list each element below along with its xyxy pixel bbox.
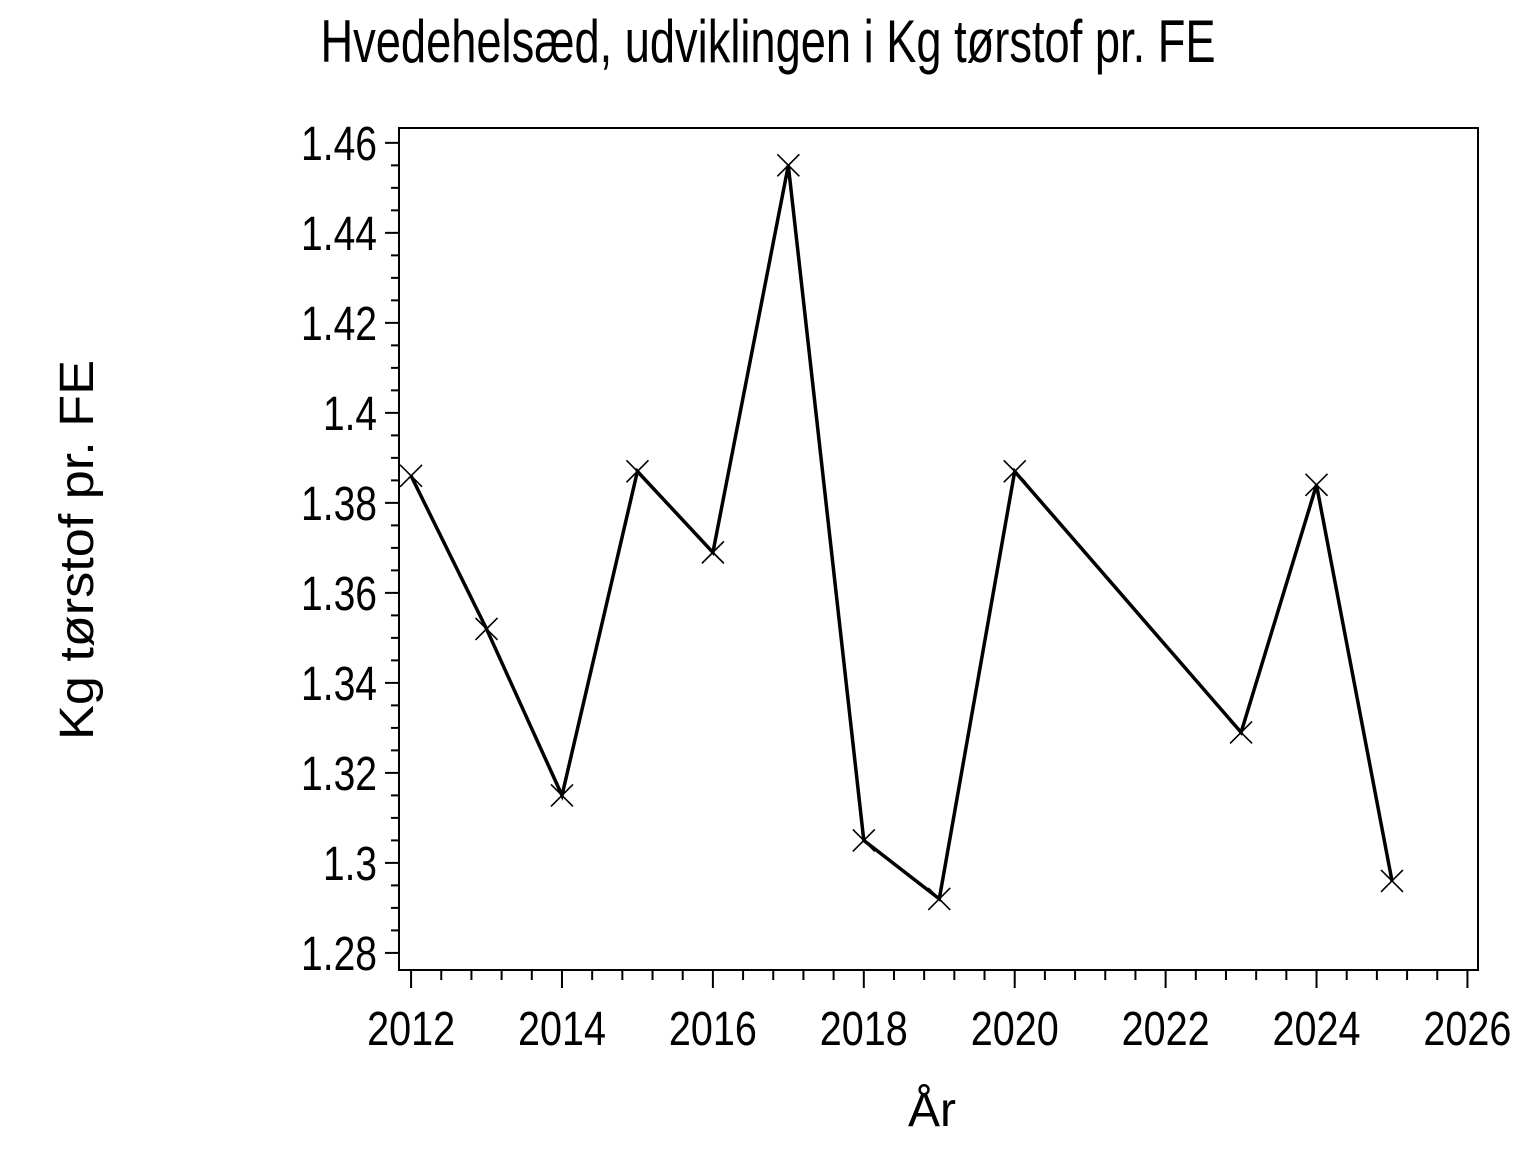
data-point-marker-x: [701, 540, 725, 564]
y-tick-label: 1.46: [301, 118, 377, 171]
y-tick-label: 1.36: [301, 568, 377, 621]
x-axis-ticks: [410, 970, 1469, 988]
chart-title: Hvedehelsæd, udviklingen i Kg tørstof pr…: [321, 8, 1216, 75]
data-point-marker-x: [625, 459, 650, 483]
y-axis-ticks: [385, 141, 399, 954]
data-point-markers: [399, 153, 1404, 911]
y-axis-title: Kg tørstof pr. FE: [51, 360, 104, 740]
y-tick-label: 1.32: [301, 748, 377, 801]
y-tick-label: 1.4: [323, 388, 377, 441]
data-point-marker-x: [550, 783, 574, 807]
x-tick-label: 2026: [1423, 1003, 1511, 1056]
data-point-marker-x: [1304, 473, 1329, 497]
data-point-marker-x: [474, 617, 499, 641]
y-tick-label: 1.3: [323, 838, 377, 891]
y-tick-label: 1.44: [301, 208, 377, 261]
x-tick-label: 2020: [971, 1003, 1059, 1056]
x-tick-label: 2022: [1122, 1003, 1210, 1056]
data-series-line: [409, 165, 1394, 903]
data-point-marker-x: [399, 464, 423, 488]
y-axis-tick-labels: 1.28 1.3 1.32 1.34 1.36 1.38 1.4 1.42 1.44 1.46: [301, 118, 377, 981]
y-tick-label: 1.42: [301, 298, 377, 351]
data-point-marker-x: [1229, 720, 1253, 744]
x-tick-label: 2014: [518, 1003, 606, 1056]
y-tick-label: 1.28: [301, 928, 377, 981]
data-point-marker-x: [927, 887, 951, 911]
x-tick-label: 2024: [1273, 1003, 1361, 1056]
x-tick-label: 2018: [820, 1003, 908, 1056]
x-axis-title: År: [908, 1084, 956, 1137]
data-point-marker-x: [852, 828, 876, 852]
series-polyline: [409, 165, 1394, 903]
data-point-marker-x: [1380, 869, 1404, 893]
x-tick-label: 2016: [669, 1003, 757, 1056]
data-point-marker-x: [1003, 459, 1027, 483]
plot-frame: [398, 127, 1479, 971]
x-tick-label: 2012: [367, 1003, 455, 1056]
x-axis-tick-labels: 2012 2014 2016 2018 2020 2022 2024 2026: [367, 1003, 1511, 1056]
y-tick-label: 1.34: [301, 658, 377, 711]
data-point-marker-x: [776, 153, 800, 177]
y-tick-label: 1.38: [301, 478, 377, 531]
